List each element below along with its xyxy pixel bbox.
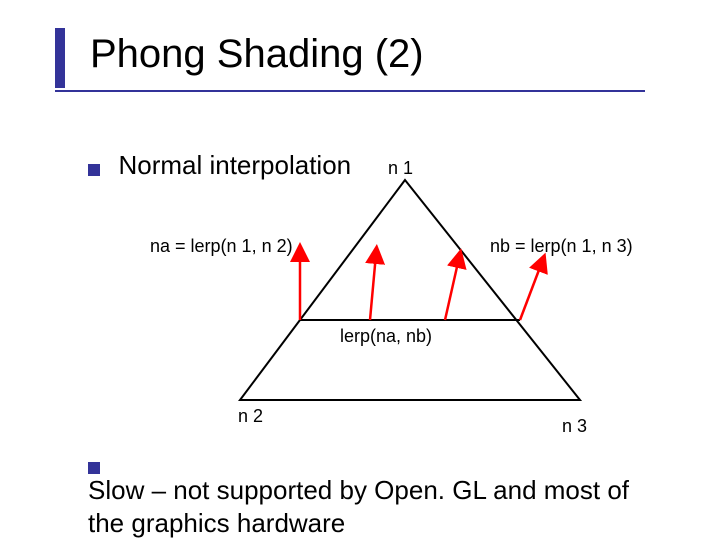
bullet-1-text: Normal interpolation <box>118 150 351 180</box>
label-n3: n 3 <box>562 416 587 437</box>
label-n1: n 1 <box>388 158 413 179</box>
bullet-1: Normal interpolation <box>88 150 351 181</box>
triangle <box>240 180 580 400</box>
bullet-2-text: Slow – not supported by Open. GL and mos… <box>88 474 648 539</box>
label-nb: nb = lerp(n 1, n 3) <box>490 236 633 257</box>
title-underline <box>55 90 645 92</box>
title-accent-bar <box>55 28 65 88</box>
label-na: na = lerp(n 1, n 2) <box>150 236 293 257</box>
bullet-square-icon <box>88 462 100 474</box>
normal-arrows <box>300 252 542 320</box>
label-lerp-mid: lerp(na, nb) <box>340 326 432 347</box>
bullet-square-icon <box>88 164 100 176</box>
bullet-2: Slow – not supported by Open. GL and mos… <box>88 452 678 539</box>
label-n2: n 2 <box>238 406 263 427</box>
slide-title: Phong Shading (2) <box>90 32 424 77</box>
